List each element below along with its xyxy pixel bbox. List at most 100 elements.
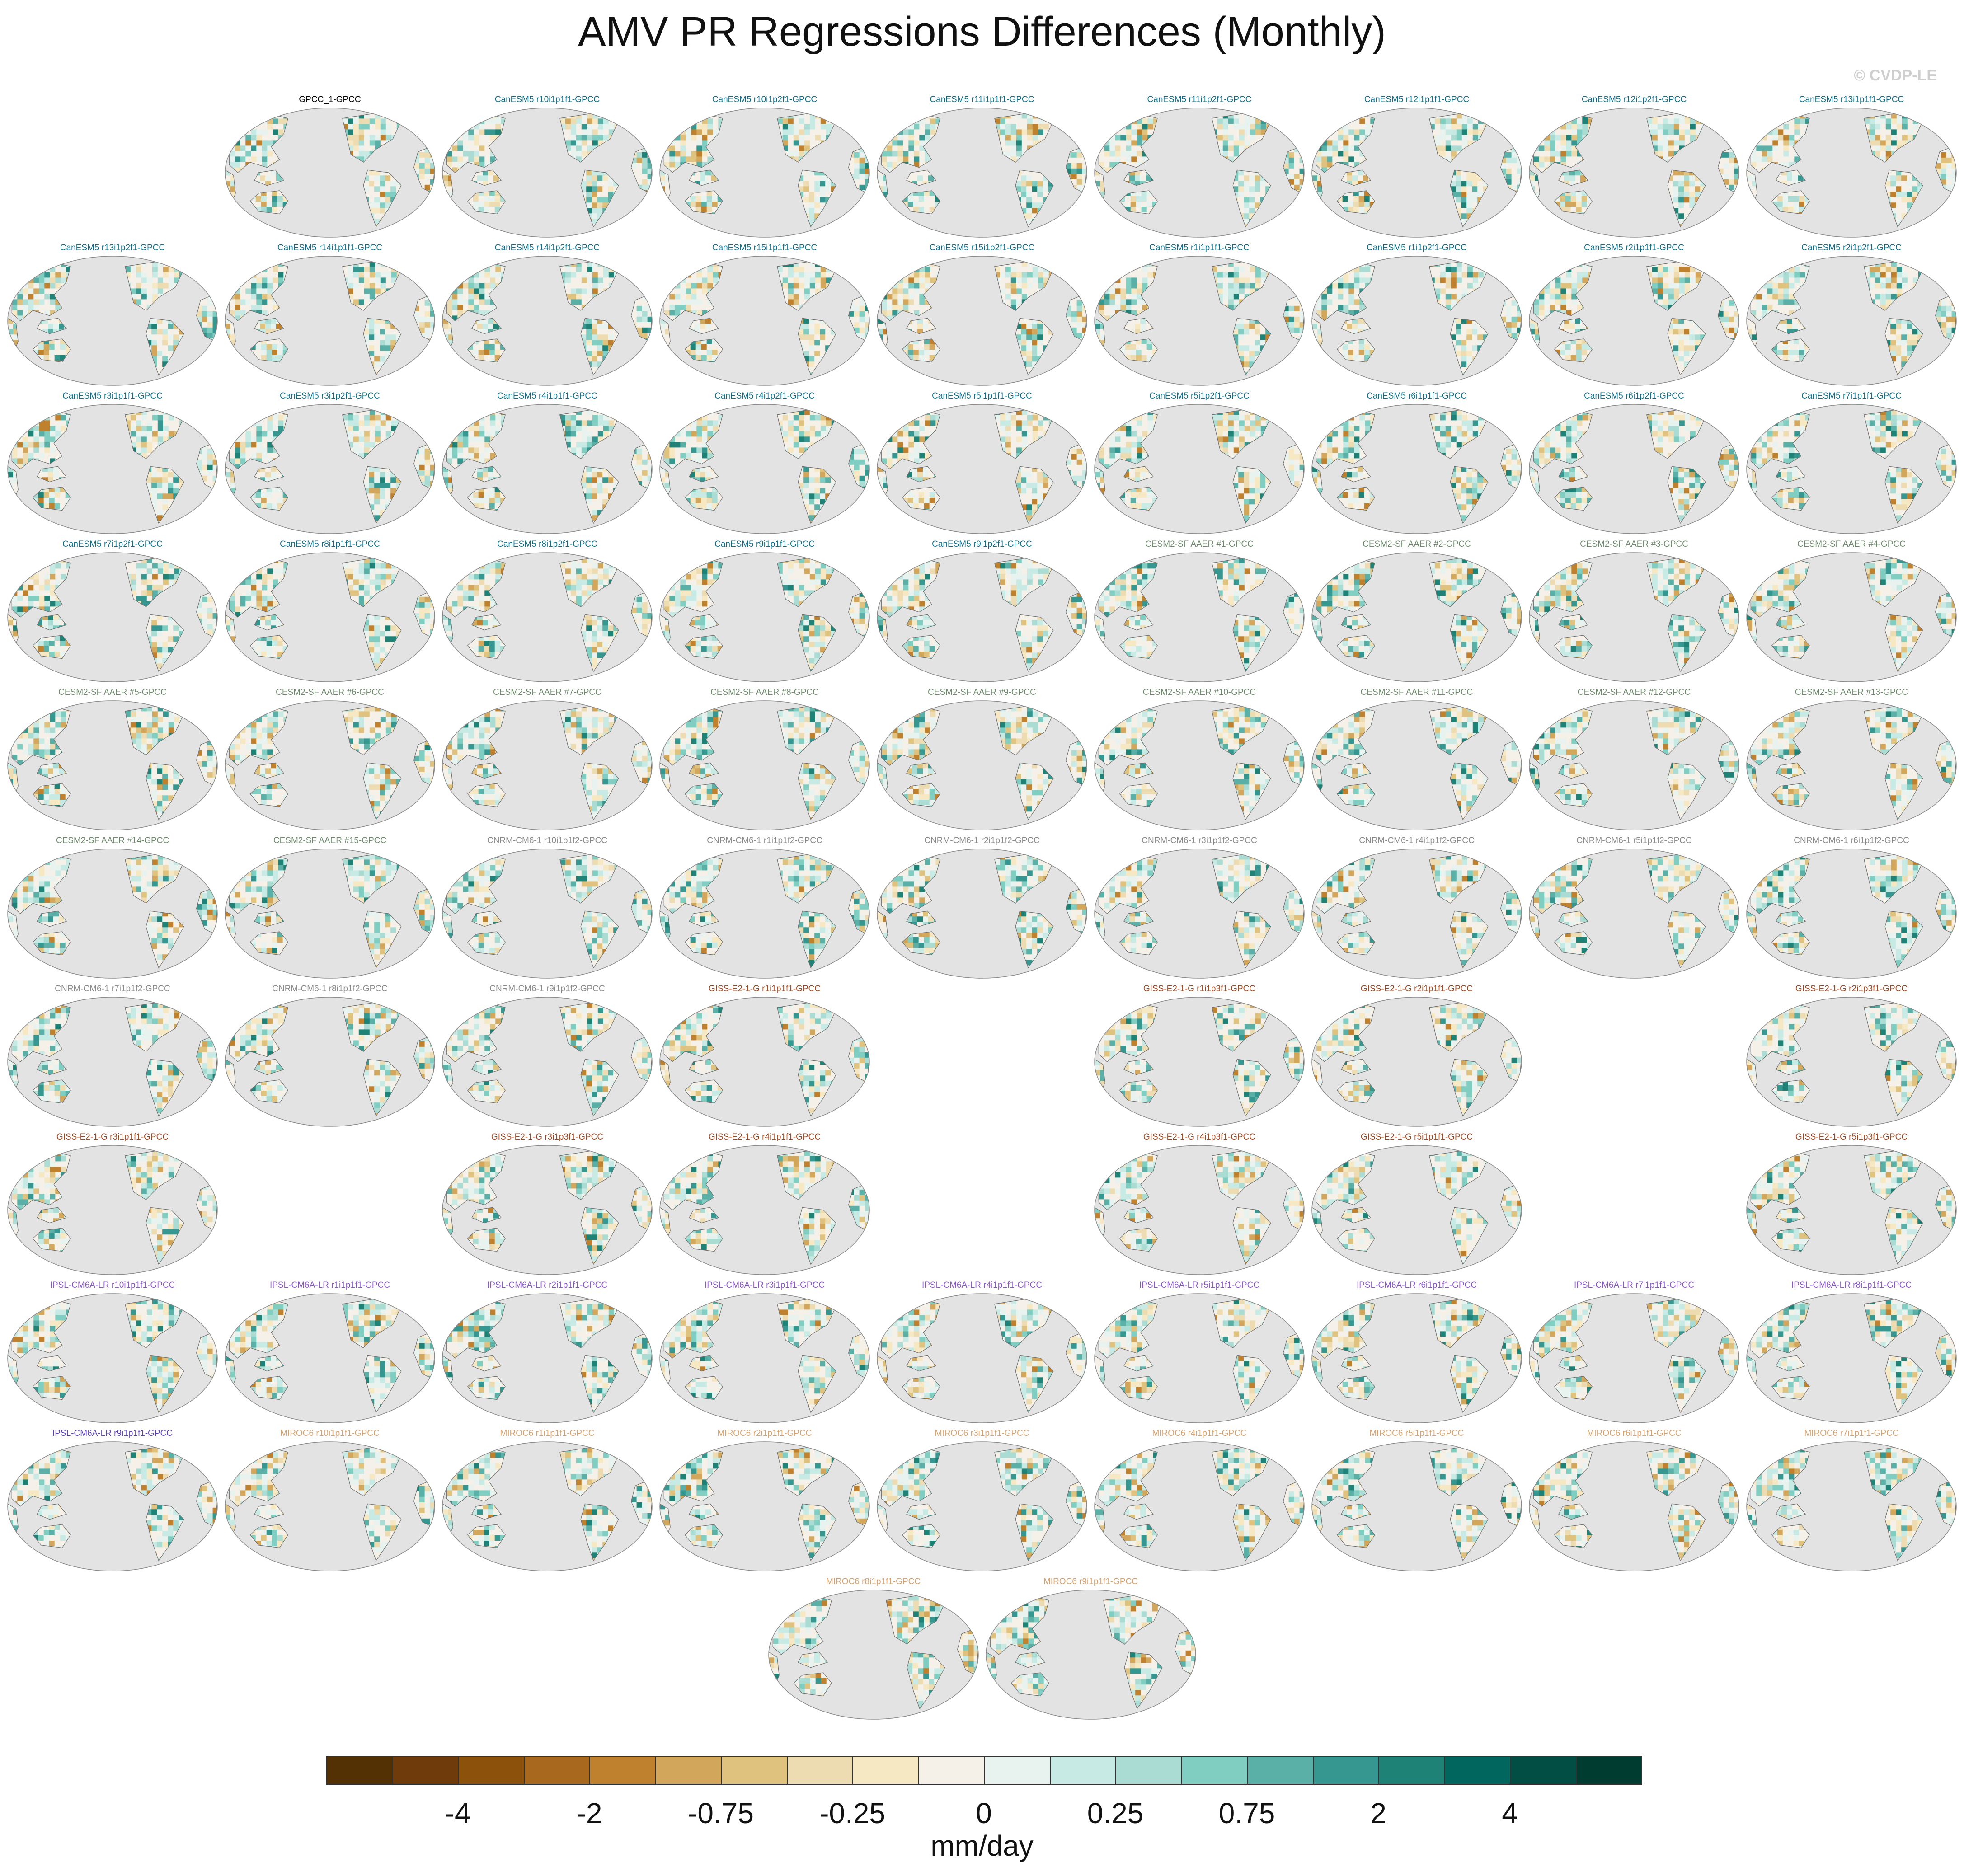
coastline	[1270, 1296, 1292, 1312]
world-map	[877, 1441, 1087, 1571]
panel-title: IPSL-CM6A-LR r1i1p1f1-GPCC	[206, 1280, 454, 1290]
colorbar-box	[1247, 1756, 1314, 1785]
coastline	[363, 1503, 402, 1562]
map-border	[1094, 108, 1305, 238]
panel-title: CESM2-SF AAER #12-GPCC	[1510, 688, 1758, 698]
map-panel: GISS-E2-1-G r2i1p3f1-GPCC	[1745, 984, 1958, 1128]
map-panel: CanESM5 r12i1p2f1-GPCC	[1528, 95, 1740, 239]
colorbar-box	[1444, 1756, 1511, 1785]
coastline	[1554, 1376, 1593, 1400]
coastline	[1270, 258, 1292, 275]
coastline	[835, 1296, 857, 1312]
panel-title: IPSL-CM6A-LR r2i1p1f1-GPCC	[423, 1280, 672, 1290]
map-border	[7, 700, 218, 830]
panel-title: CanESM5 r3i1p2f1-GPCC	[206, 391, 454, 401]
coastline	[1015, 1651, 1045, 1668]
coastline	[902, 635, 940, 659]
coastline	[363, 614, 402, 672]
coastline	[907, 1651, 945, 1710]
map-panel: GISS-E2-1-G r5i1p3f1-GPCC	[1745, 1132, 1958, 1276]
map-border	[1311, 997, 1522, 1127]
map-border	[225, 1293, 435, 1423]
map-panel: CanESM5 r15i1p2f1-GPCC	[876, 243, 1088, 387]
coastline	[1341, 762, 1371, 779]
land-field	[183, 555, 205, 571]
coastline	[146, 762, 184, 821]
map-panel: CNRM-CM6-1 r2i1p1f2-GPCC	[876, 836, 1088, 980]
map-border	[442, 256, 653, 386]
world-map	[1746, 1293, 1957, 1423]
coastline	[37, 1355, 67, 1372]
map-border	[1094, 849, 1305, 979]
coastline	[146, 1355, 184, 1413]
coastline	[1554, 1524, 1593, 1548]
map-panel: CanESM5 r12i1p1f1-GPCC	[1311, 95, 1523, 239]
coastline	[1884, 1355, 1923, 1413]
coastline	[1667, 169, 1706, 228]
coastline	[1705, 407, 1727, 423]
coastline	[689, 614, 719, 631]
coastline	[1771, 1524, 1810, 1548]
world-map	[1529, 1293, 1739, 1423]
coastline	[798, 1207, 836, 1265]
map-border	[1311, 404, 1522, 534]
map-panel: CESM2-SF AAER #11-GPCC	[1311, 688, 1523, 831]
coastline	[1270, 110, 1292, 127]
coastline	[1922, 703, 1944, 719]
map-panel: CanESM5 r9i1p1f1-GPCC	[658, 539, 871, 683]
colorbar-box	[984, 1756, 1051, 1785]
coastline	[618, 1148, 640, 1164]
panel-title: CESM2-SF AAER #5-GPCC	[0, 688, 237, 698]
map-panel: IPSL-CM6A-LR r3i1p1f1-GPCC	[658, 1280, 871, 1424]
world-map	[7, 256, 218, 386]
map-panel: CanESM5 r6i1p1f1-GPCC	[1311, 391, 1523, 535]
coastline	[37, 1059, 67, 1075]
coastline	[1450, 1059, 1489, 1117]
coastline	[254, 614, 284, 631]
coastline	[1450, 318, 1489, 376]
coastline	[471, 466, 502, 483]
coastline	[1705, 1296, 1727, 1312]
world-map	[659, 1293, 870, 1423]
world-map	[442, 552, 653, 682]
coastline	[1771, 635, 1810, 659]
coastline	[835, 999, 857, 1016]
panel-title: MIROC6 r7i1p1f1-GPCC	[1727, 1429, 1964, 1439]
map-border	[7, 552, 218, 682]
map-panel: GISS-E2-1-G r4i1p1f1-GPCC	[658, 1132, 871, 1276]
panel-title: CESM2-SF AAER #14-GPCC	[0, 836, 237, 846]
panel-title: IPSL-CM6A-LR r9i1p1f1-GPCC	[0, 1429, 237, 1439]
coastline	[249, 190, 288, 215]
panel-title: IPSL-CM6A-LR r6i1p1f1-GPCC	[1292, 1280, 1541, 1290]
coastline	[1341, 169, 1371, 186]
map-border	[7, 1293, 218, 1423]
coastline	[1558, 318, 1588, 334]
coastline	[1884, 614, 1923, 672]
panel-title: CanESM5 r9i1p1f1-GPCC	[640, 539, 889, 549]
coastline	[1161, 1592, 1184, 1609]
coastline	[689, 1059, 719, 1075]
coastline	[1922, 555, 1944, 571]
map-panel: CanESM5 r3i1p2f1-GPCC	[224, 391, 436, 535]
land-field	[183, 703, 205, 719]
coastline	[467, 931, 506, 956]
map-border	[1094, 997, 1305, 1127]
land-field	[618, 999, 640, 1015]
land-field	[836, 110, 857, 126]
panel-title: CanESM5 r6i1p1f1-GPCC	[1292, 391, 1541, 401]
panel-title: IPSL-CM6A-LR r4i1p1f1-GPCC	[858, 1280, 1106, 1290]
land-field	[1705, 1296, 1727, 1312]
coastline	[835, 851, 857, 868]
map-panel: CNRM-CM6-1 r8i1p1f2-GPCC	[224, 984, 436, 1128]
coastline	[1270, 407, 1292, 423]
map-border	[1094, 1441, 1305, 1571]
map-panel: CanESM5 r8i1p1f1-GPCC	[224, 539, 436, 683]
coastline	[1667, 1503, 1706, 1562]
coastline	[684, 487, 723, 511]
coastline	[1705, 1444, 1727, 1460]
coastline	[1922, 851, 1944, 868]
map-panel: IPSL-CM6A-LR r2i1p1f1-GPCC	[441, 1280, 653, 1424]
panel-title: MIROC6 r9i1p1f1-GPCC	[967, 1577, 1215, 1587]
coastline	[471, 169, 502, 186]
colorbar-tick-label: -0.75	[688, 1796, 754, 1830]
